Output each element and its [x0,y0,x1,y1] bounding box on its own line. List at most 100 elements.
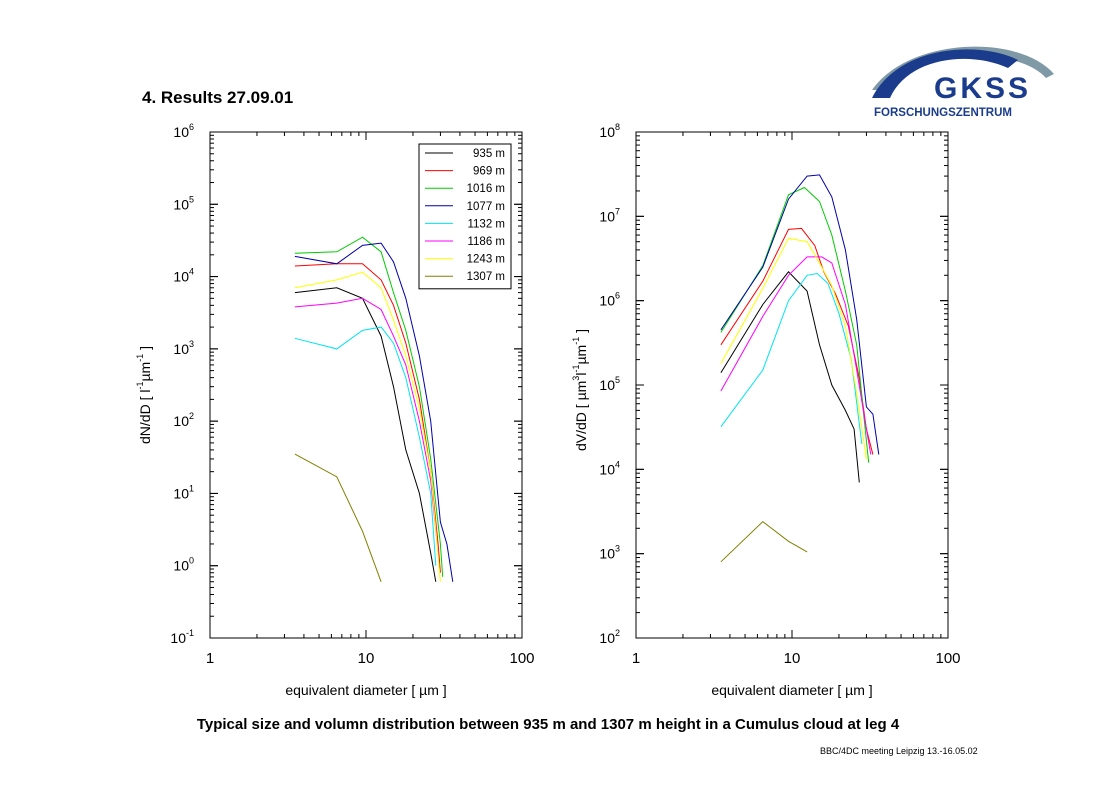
y-tick-base: 10 [170,630,186,646]
y-tick-base: 10 [173,124,189,140]
legend-entry: 969 m [473,166,505,178]
y-tick-base: 10 [173,269,189,285]
y-tick-exponent: 6 [189,122,194,132]
y-tick-label: 103 [173,339,194,357]
y-tick-base: 10 [599,377,615,393]
y-tick-label: 100 [173,556,194,574]
y-axis-label-mid2: µm [573,345,589,365]
legend-entry: 1307 m [467,271,505,283]
y-axis-label-sup1: 3 [571,376,581,381]
y-tick-base: 10 [599,208,615,224]
y-axis-label-sup1: -1 [135,382,145,390]
y-tick-label: 102 [173,411,194,429]
plot-frame [635,131,949,639]
y-tick-exponent: 3 [615,544,620,554]
y-axis-label: dN/dD [ l-1µm-1 ] [135,346,153,444]
series-line-1077m [720,174,880,455]
y-tick-exponent: 0 [189,556,194,566]
legend-entry: 1132 m [467,218,505,230]
legend-entry: 1077 m [467,201,505,213]
y-tick-base: 10 [599,630,615,646]
series-line-1186m [294,297,439,554]
series-line-1307m [720,520,808,563]
y-axis-label-sup2: -1 [571,365,581,373]
y-tick-label: 101 [173,483,194,501]
y-tick-exponent: 2 [615,628,620,638]
y-axis-label: dV/dD [ µm3l-1µm-1 ] [571,329,589,451]
x-axis-label: equivalent diameter [ µm ] [711,682,872,698]
legend-entry: 1016 m [467,183,505,195]
y-tick-label: 104 [599,459,620,477]
y-tick-base: 10 [173,413,189,429]
y-tick-exponent: 7 [615,206,620,216]
y-axis-label-post: ] [137,346,153,354]
legend-box [418,143,512,290]
series-line-1016m [720,186,870,463]
y-tick-exponent: 5 [189,194,194,204]
y-tick-label: 10-1 [170,628,194,646]
series-line-1132m [294,326,437,566]
x-tick-label: 1 [206,650,214,667]
y-axis-label-sup2: -1 [135,354,145,362]
series-line-935m [720,271,860,483]
y-tick-base: 10 [599,293,615,309]
slide-title: 4. Results 27.09.01 [142,88,294,107]
x-tick-label: 10 [358,650,375,667]
y-tick-label: 105 [599,375,620,393]
y-tick-exponent: -1 [186,628,194,638]
x-axis-label: equivalent diameter [ µm ] [285,682,446,698]
series-line-1307m [294,453,382,582]
y-tick-label: 107 [599,206,620,224]
series-line-935m [294,287,437,582]
y-tick-exponent: 4 [615,459,620,469]
series-line-1186m [720,256,872,455]
gkss-logo: GKSS FORSCHUNGSZENTRUM [872,46,1054,119]
logo-subtitle: FORSCHUNGSZENTRUM [874,107,1012,119]
series-line-1016m [294,236,444,577]
y-tick-base: 10 [599,124,615,140]
series-line-1077m [294,242,454,582]
y-tick-exponent: 3 [189,339,194,349]
logo-arc-dark [872,49,1018,98]
y-tick-label: 106 [173,122,194,140]
series-line-969m [294,263,441,573]
legend-entry: 935 m [473,148,505,160]
x-tick-label: 1 [632,650,640,667]
y-axis-label-sup3: -1 [571,337,581,345]
y-tick-base: 10 [599,546,615,562]
y-tick-exponent: 6 [615,291,620,301]
x-tick-label: 10 [784,650,801,667]
y-axis-label-pre: dV/dD [ µm [573,381,589,451]
logo-wordmark: GKSS [934,72,1031,105]
series-line-1243m [720,237,867,460]
legend-entry: 1186 m [467,236,505,248]
y-tick-base: 10 [173,341,189,357]
y-tick-exponent: 5 [615,375,620,385]
y-axis-label-post: ] [573,329,589,337]
chart-1: 1 10 10010-1100101102103104105106equivalen… [135,122,535,698]
y-axis-label-mid: l [573,373,589,376]
y-tick-label: 104 [173,267,194,285]
y-tick-label: 106 [599,291,620,309]
y-axis-label-mid: µm [137,362,153,382]
y-tick-base: 10 [173,196,189,212]
y-tick-exponent: 1 [189,483,194,493]
legend-entry: 1243 m [467,254,505,266]
y-tick-exponent: 2 [189,411,194,421]
footer-note: BBC/4DC meeting Leipzig 13.-16.05.02 [820,746,978,756]
y-tick-base: 10 [173,485,189,501]
y-tick-exponent: 8 [615,122,620,132]
y-tick-label: 103 [599,544,620,562]
x-tick-label: 100 [509,650,534,667]
y-tick-label: 105 [173,194,194,212]
y-tick-exponent: 4 [189,267,194,277]
series-line-1132m [720,272,863,444]
series-line-1243m [294,271,441,582]
y-tick-base: 10 [173,558,189,574]
x-tick-label: 100 [935,650,960,667]
y-tick-label: 102 [599,628,620,646]
y-axis-label-pre: dN/dD [ l [137,390,153,444]
y-tick-label: 108 [599,122,620,140]
